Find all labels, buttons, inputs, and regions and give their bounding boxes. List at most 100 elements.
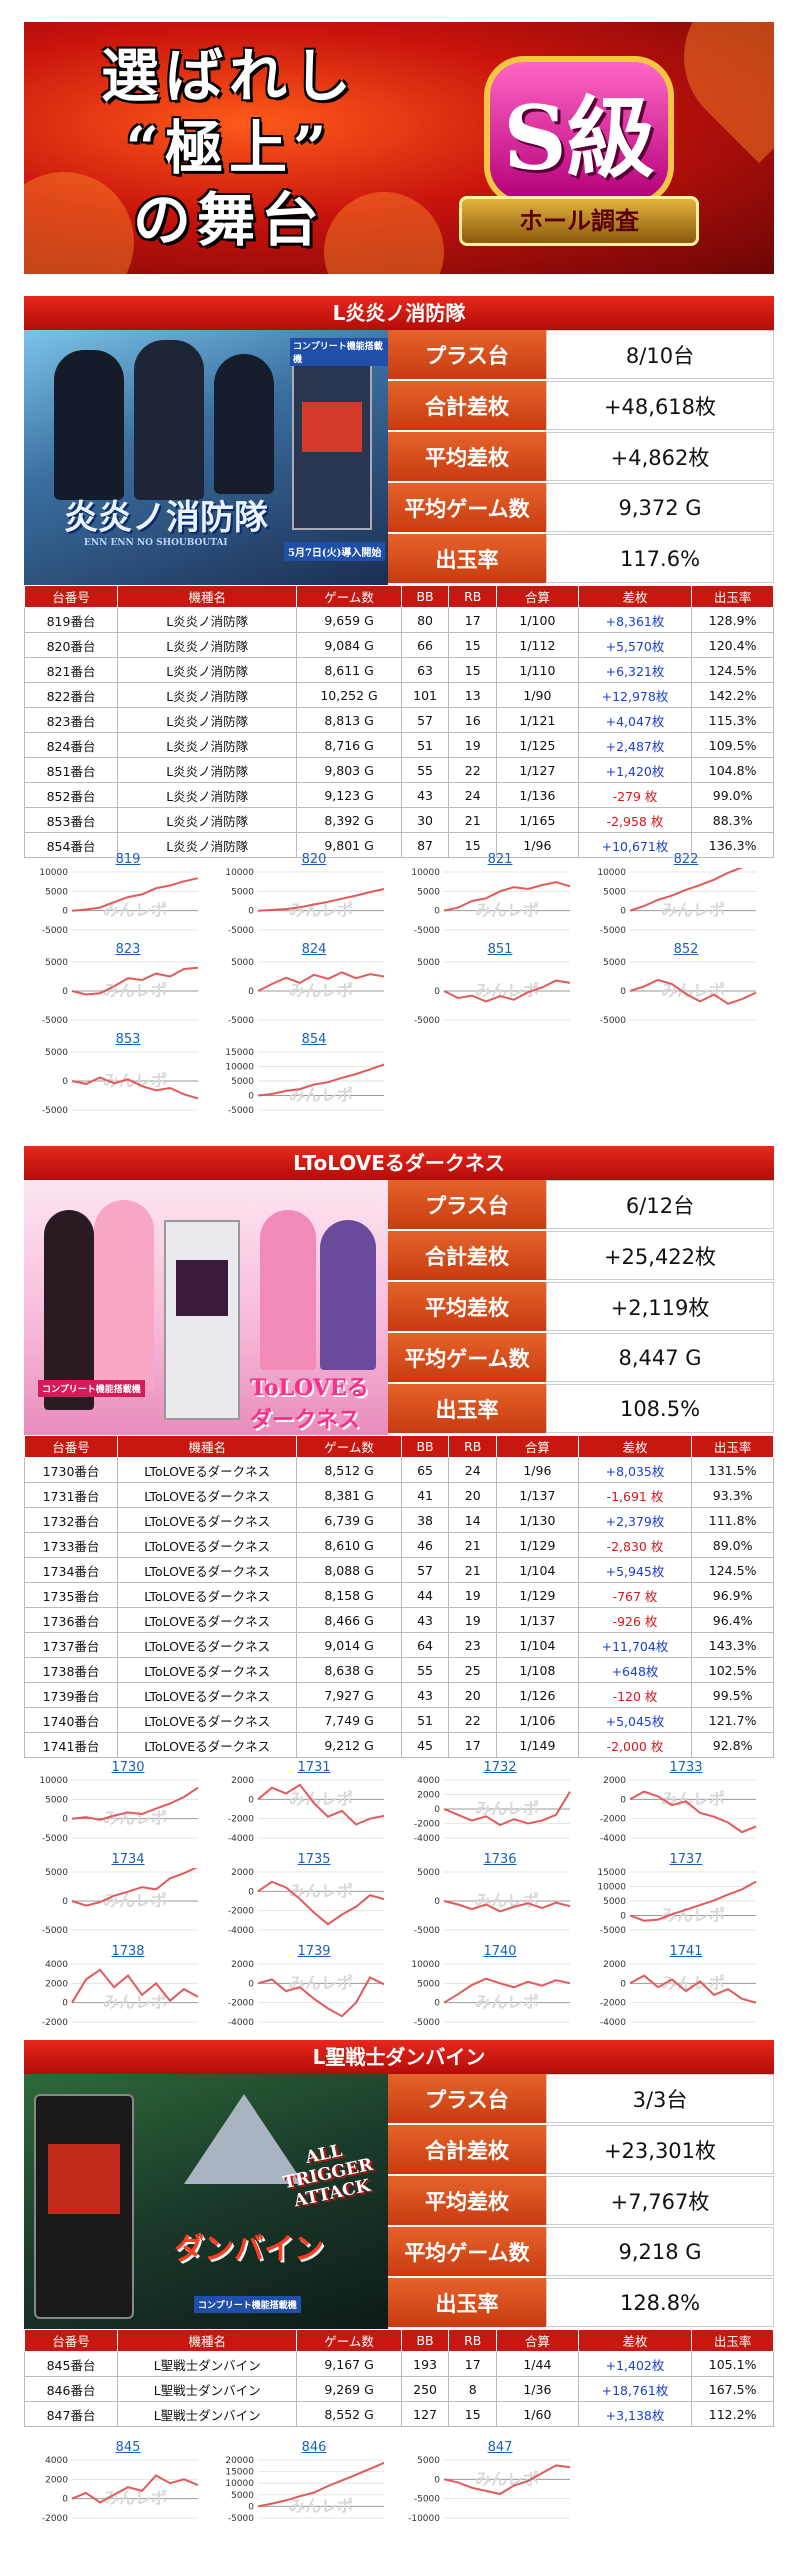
- table-cell: LToLOVEるダークネス: [117, 1732, 298, 1758]
- graph-link[interactable]: 851: [487, 942, 513, 957]
- table-cell: 1/129: [496, 1532, 579, 1558]
- slump-graph[interactable]: 820 10000 5000 0 -5000 みんレポ: [214, 852, 394, 938]
- graph-plot: 5000 0 -5000 みんレポ: [42, 1868, 198, 1934]
- column-header: RB: [448, 585, 498, 608]
- slump-graph[interactable]: 1738 4000 2000 0 -2000 みんレポ: [28, 1944, 208, 2030]
- tick-label: -5000: [228, 1106, 254, 1114]
- slump-graph[interactable]: 1732 4000 2000 0 -2000 -4000 みんレポ: [400, 1760, 580, 1846]
- table-cell: LToLOVEるダークネス: [117, 1507, 298, 1533]
- graph-link[interactable]: 1732: [483, 1760, 517, 1775]
- slump-graph[interactable]: 824 5000 0 -5000 みんレポ: [214, 942, 394, 1028]
- slump-graph[interactable]: 1737 15000 10000 5000 0 -5000 みんレポ: [586, 1852, 766, 1938]
- series-line: [257, 1976, 385, 2018]
- tick-label: -5000: [42, 1926, 68, 1934]
- slump-graph[interactable]: 1731 2000 0 -2000 -4000 みんレポ: [214, 1760, 394, 1846]
- stats-panel: プラス台 8/10台 合計差枚 +48,618枚 平均差枚 +4,862枚 平均ゲーム数 9,…: [388, 330, 774, 585]
- graph-link[interactable]: 819: [115, 852, 141, 867]
- graph-plot: 2000 0 -2000 -4000 みんレポ: [600, 1776, 757, 1842]
- table-row: 823番台 L炎炎ノ消防隊 8,813 G 57 16 1/121 +4,047枚 115.3…: [23, 707, 774, 733]
- graph-link[interactable]: 820: [301, 852, 327, 867]
- table-cell: 1/125: [496, 732, 579, 758]
- graph-link[interactable]: 1740: [483, 1944, 517, 1959]
- graph-link[interactable]: 854: [301, 1032, 327, 1047]
- slump-graph[interactable]: 1741 2000 0 -2000 -4000 みんレポ: [586, 1944, 766, 2030]
- graph-link[interactable]: 1730: [111, 1760, 145, 1775]
- table-cell: 20: [448, 1482, 498, 1508]
- graph-link[interactable]: 846: [301, 2440, 327, 2455]
- table-cell: 51: [400, 1707, 450, 1733]
- table-row: 821番台 L炎炎ノ消防隊 8,611 G 63 15 1/110 +6,321枚 124.5…: [23, 657, 774, 683]
- series-line: [257, 1880, 385, 1926]
- stat-row: 平均差枚 +7,767枚: [388, 2176, 774, 2227]
- table-cell: 15: [448, 2401, 498, 2427]
- graph-link[interactable]: 824: [301, 942, 327, 957]
- graph-link[interactable]: 847: [487, 2440, 513, 2455]
- slump-graph[interactable]: 852 5000 0 -5000 みんレポ: [586, 942, 766, 1028]
- graph-link[interactable]: 1737: [669, 1852, 703, 1867]
- tick-label: 5000: [45, 1048, 68, 1058]
- graph-link[interactable]: 1731: [297, 1760, 331, 1775]
- graph-link[interactable]: 853: [115, 1032, 141, 1047]
- slump-graph[interactable]: 819 10000 5000 0 -5000 みんレポ: [28, 852, 208, 938]
- graph-link[interactable]: 845: [115, 2440, 141, 2455]
- stat-row: 合計差枚 +23,301枚: [388, 2125, 774, 2176]
- watermark: みんレポ: [661, 1906, 725, 1925]
- tick-label: -5000: [600, 1926, 626, 1934]
- table-cell: 115.3%: [691, 707, 774, 733]
- slump-graph[interactable]: 854 15000 10000 5000 0 -5000 みんレポ: [214, 1032, 394, 1118]
- tick-label: 10000: [225, 1063, 254, 1073]
- graph-plot: 15000 10000 5000 0 -5000 みんレポ: [597, 1868, 757, 1934]
- graph-link[interactable]: 823: [115, 942, 141, 957]
- series-line: [629, 868, 744, 912]
- table-cell: +5,945枚: [577, 1557, 693, 1583]
- table-cell: 8,552 G: [296, 2401, 402, 2427]
- series-line: [257, 1063, 385, 1097]
- stat-label: 平均ゲーム数: [388, 483, 546, 532]
- slump-graph[interactable]: 853 5000 0 -5000 みんレポ: [28, 1032, 208, 1118]
- slump-graph[interactable]: 823 5000 0 -5000 みんレポ: [28, 942, 208, 1028]
- watermark: みんレポ: [661, 1789, 725, 1808]
- slump-graph[interactable]: 846 20000 15000 10000 5000 0 -5000 みんレポ: [214, 2440, 394, 2526]
- tick-label: 0: [620, 1912, 626, 1922]
- slump-graph[interactable]: 1734 5000 0 -5000 みんレポ: [28, 1852, 208, 1938]
- stat-value: 8,447 G: [546, 1333, 774, 1382]
- table-cell: 127: [400, 2401, 450, 2427]
- slump-graph[interactable]: 1739 2000 0 -2000 -4000 みんレポ: [214, 1944, 394, 2030]
- table-cell: LToLOVEるダークネス: [117, 1532, 298, 1558]
- graph-plot: 4000 2000 0 -2000 みんレポ: [42, 1960, 199, 2026]
- column-header: BB: [400, 585, 450, 608]
- slump-graph[interactable]: 1735 2000 0 -2000 -4000 みんレポ: [214, 1852, 394, 1938]
- graph-plot: 5000 0 -5000 みんレポ: [228, 958, 385, 1024]
- slump-graph[interactable]: 851 5000 0 -5000 みんレポ: [400, 942, 580, 1028]
- graph-link[interactable]: 1741: [669, 1944, 703, 1959]
- slump-graph[interactable]: 821 10000 5000 0 -5000 みんレポ: [400, 852, 580, 938]
- column-header: 合算: [496, 2329, 579, 2352]
- column-header: 合算: [496, 1435, 579, 1458]
- tick-label: -5000: [600, 1016, 626, 1024]
- stat-label: プラス台: [388, 2074, 546, 2123]
- graph-link[interactable]: 822: [673, 852, 699, 867]
- slump-graph[interactable]: 822 10000 5000 0 -5000 みんレポ: [586, 852, 766, 938]
- slump-graph[interactable]: 1733 2000 0 -2000 -4000 みんレポ: [586, 1760, 766, 1846]
- slump-graph[interactable]: 1736 5000 0 -5000 みんレポ: [400, 1852, 580, 1938]
- graph-link[interactable]: 1735: [297, 1852, 331, 1867]
- graph-link[interactable]: 1733: [669, 1760, 703, 1775]
- graph-link[interactable]: 1736: [483, 1852, 517, 1867]
- graph-link[interactable]: 852: [673, 942, 699, 957]
- graph-plot: 10000 5000 0 -5000 みんレポ: [39, 868, 199, 934]
- series-line: [71, 1076, 199, 1100]
- slump-graph[interactable]: 847 5000 0 -5000 -10000 みんレポ: [400, 2440, 580, 2526]
- table-cell: 19: [448, 732, 498, 758]
- slump-graph[interactable]: 845 4000 2000 0 -2000 みんレポ: [28, 2440, 208, 2526]
- watermark: みんレポ: [289, 2496, 353, 2515]
- graph-link[interactable]: 821: [487, 852, 513, 867]
- table-cell: 8,466 G: [296, 1607, 402, 1633]
- tick-label: 0: [248, 2502, 254, 2512]
- graph-link[interactable]: 1739: [297, 1944, 331, 1959]
- slump-graph[interactable]: 1730 10000 5000 0 -5000 みんレポ: [28, 1760, 208, 1846]
- slump-graph[interactable]: 1740 10000 5000 0 -5000 みんレポ: [400, 1944, 580, 2030]
- graph-link[interactable]: 1738: [111, 1944, 145, 1959]
- table-cell: +1,402枚: [577, 2351, 693, 2377]
- graph-link[interactable]: 1734: [111, 1852, 145, 1867]
- table-cell: -279 枚: [577, 782, 693, 808]
